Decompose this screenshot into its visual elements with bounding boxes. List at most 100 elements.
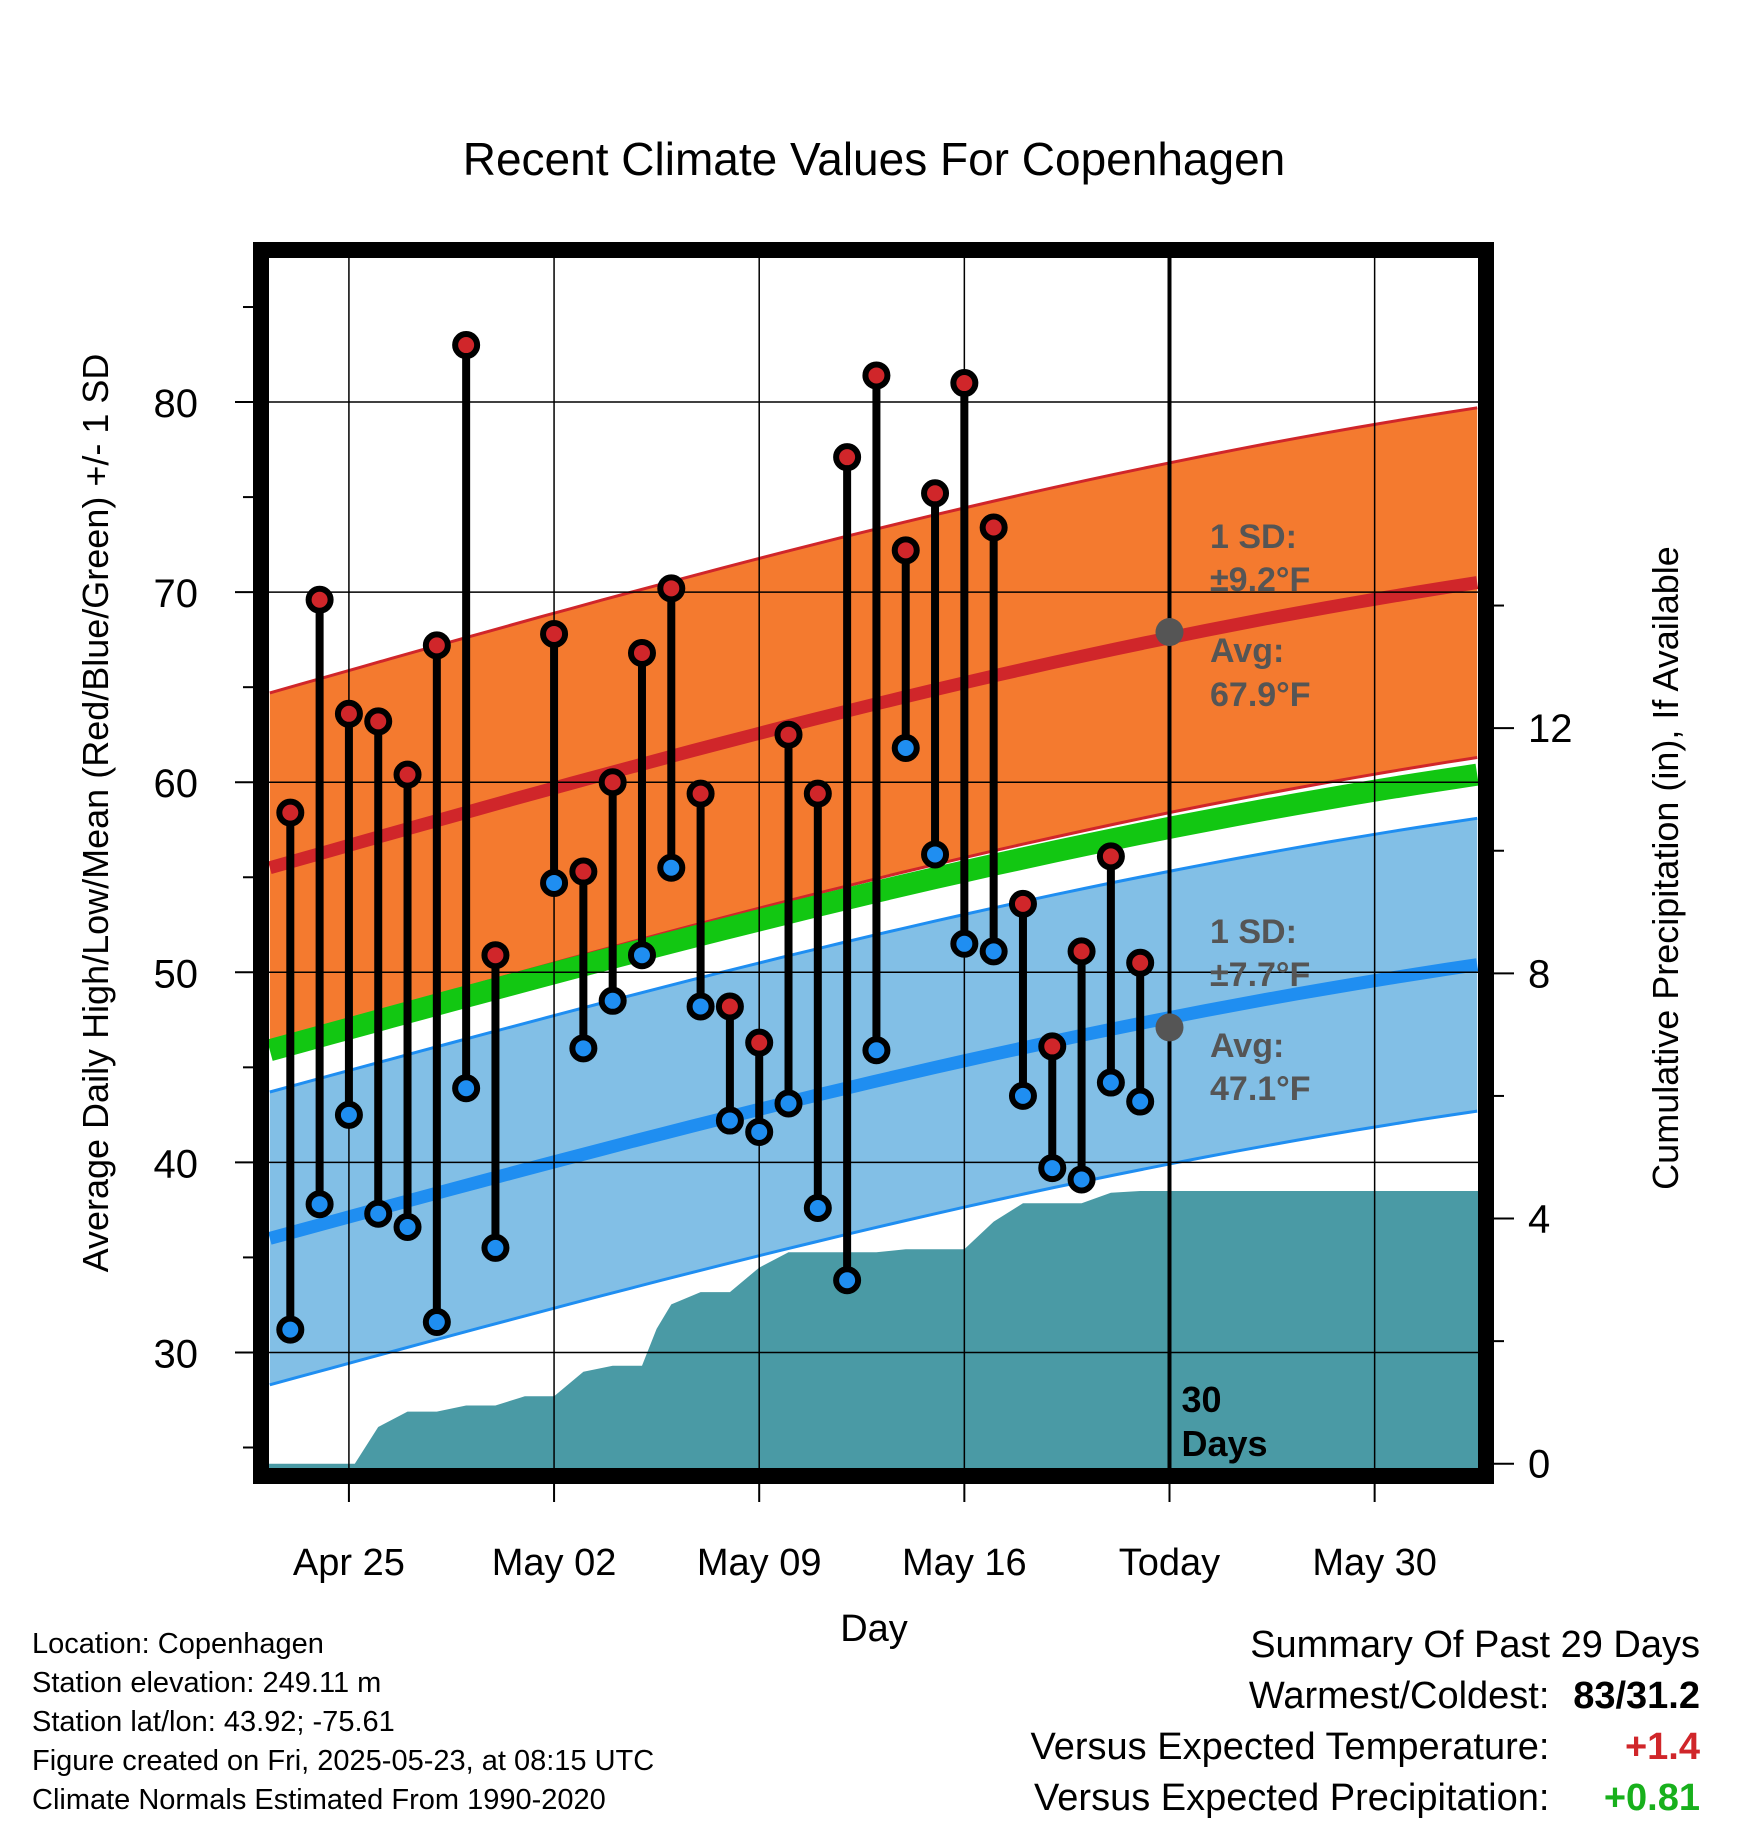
high-point <box>833 443 862 472</box>
y2-tick-label: 4 <box>1528 1198 1550 1242</box>
x-axis-label: Day <box>840 1608 908 1650</box>
low-point <box>305 1190 334 1219</box>
low-point <box>1096 1068 1125 1097</box>
high-point <box>1038 1032 1067 1061</box>
precipitation-area <box>261 1191 1486 1476</box>
high-point <box>305 585 334 614</box>
x-tick-label: Apr 25 <box>293 1542 405 1584</box>
high-point <box>627 638 656 667</box>
low-point <box>774 1089 803 1118</box>
high-annotation: 1 SD: ±9.2°F Avg: 67.9°F <box>1210 518 1311 714</box>
station-info: Location: Copenhagen Station elevation: … <box>32 1625 654 1820</box>
chart-title: Recent Climate Values For Copenhagen <box>463 133 1286 185</box>
x-tick-label: May 09 <box>697 1542 822 1584</box>
high-point <box>950 369 979 398</box>
temp-value: +1.4 <box>1624 1726 1700 1768</box>
high-point <box>598 768 627 797</box>
normals-text: Climate Normals Estimated From 1990-2020 <box>32 1784 606 1816</box>
today-days-label: 30 Days <box>1181 1379 1267 1464</box>
temp-label: Versus Expected Temperature: <box>1030 1726 1550 1768</box>
high-point <box>1067 937 1096 966</box>
warmest-value: 83/31.2 <box>1573 1675 1700 1717</box>
low-normal-band-lower <box>269 1109 1478 1387</box>
low-point <box>481 1233 510 1262</box>
created-text: Figure created on Fri, 2025-05-23, at 08… <box>32 1745 655 1777</box>
low-normal-band <box>269 818 1478 1385</box>
high-point <box>862 361 891 390</box>
low-point <box>1126 1087 1155 1116</box>
low-point <box>686 992 715 1021</box>
x-tick-label: May 02 <box>492 1542 617 1584</box>
precip-row: Versus Expected Precipitation: +0.81 <box>1031 1773 1700 1824</box>
low-point <box>745 1117 774 1146</box>
y2-tick-label: 12 <box>1528 707 1573 751</box>
high-point <box>1126 948 1155 977</box>
low-point <box>657 853 686 882</box>
x-tick-label: May 16 <box>902 1542 1027 1584</box>
low-sd-label: 1 SD: <box>1210 913 1297 951</box>
low-point <box>1067 1165 1096 1194</box>
low-point <box>715 1106 744 1135</box>
y-tick-label: 40 <box>154 1142 199 1186</box>
low-point <box>393 1212 422 1241</box>
warmest-label: Warmest/Coldest: <box>1248 1675 1550 1717</box>
low-point <box>422 1308 451 1337</box>
summary-heading: Summary Of Past 29 Days <box>1250 1624 1700 1666</box>
y-tick-label: 60 <box>154 762 199 806</box>
high-sd-label: 1 SD: <box>1210 518 1297 556</box>
high-avg-marker <box>1155 618 1184 647</box>
low-point <box>598 986 627 1015</box>
high-point <box>364 707 393 736</box>
temp-row: Versus Expected Temperature: +1.4 <box>1031 1722 1700 1773</box>
low-point <box>803 1193 832 1222</box>
high-point <box>481 941 510 970</box>
y-tick-label: 80 <box>154 382 199 426</box>
high-point <box>569 857 598 886</box>
low-point <box>364 1199 393 1228</box>
low-point <box>569 1034 598 1063</box>
location-text: Location: Copenhagen <box>32 1628 324 1660</box>
low-point <box>950 929 979 958</box>
y-tick-label: 70 <box>154 572 199 616</box>
low-point <box>862 1036 891 1065</box>
high-point <box>686 779 715 808</box>
low-avg-label: Avg: <box>1210 1027 1284 1065</box>
low-point <box>627 941 656 970</box>
high-point <box>540 619 569 648</box>
elevation-text: Station elevation: 249.11 m <box>32 1667 382 1699</box>
today-days-label-word: 30 <box>1181 1379 1221 1420</box>
low-point <box>452 1074 481 1103</box>
low-point <box>833 1266 862 1295</box>
low-point <box>1008 1081 1037 1110</box>
precip-label: Versus Expected Precipitation: <box>1034 1777 1550 1819</box>
summary-panel: Summary Of Past 29 Days Warmest/Coldest:… <box>1031 1620 1700 1824</box>
warmest-row: Warmest/Coldest: 83/31.2 <box>1031 1671 1700 1722</box>
y-tick-label: 50 <box>154 952 199 996</box>
y-tick-label: 30 <box>154 1332 199 1376</box>
high-point <box>803 779 832 808</box>
high-point <box>745 1028 774 1057</box>
high-point <box>921 479 950 508</box>
high-point <box>1096 842 1125 871</box>
plot-frame <box>253 242 1494 1484</box>
y2-tick-label: 0 <box>1528 1443 1550 1487</box>
x-tick-label: May 30 <box>1312 1542 1437 1584</box>
daily-temperatures: 30 Days <box>276 250 1268 1476</box>
low-point <box>921 840 950 869</box>
precip-area <box>261 1191 1486 1476</box>
high-point <box>715 992 744 1021</box>
low-point <box>979 937 1008 966</box>
low-point <box>276 1315 305 1344</box>
high-point <box>1008 889 1037 918</box>
low-point <box>334 1100 363 1129</box>
y-axis-label: Average Daily High/Low/Mean (Red/Blue/Gr… <box>75 354 116 1273</box>
high-point <box>393 760 422 789</box>
high-point <box>276 798 305 827</box>
y2-axis-label: Cumulative Precipitation (in), If Availa… <box>1645 546 1686 1190</box>
axes: 30 40 50 60 70 80 0 4 8 12 Apr 25 May 02 May 09 May 1… <box>154 306 1573 1584</box>
low-avg-line <box>268 958 1479 1245</box>
x-tick-label: Today <box>1119 1542 1220 1584</box>
plot-border <box>253 242 1494 1484</box>
high-avg-value: 67.9°F <box>1210 676 1311 714</box>
